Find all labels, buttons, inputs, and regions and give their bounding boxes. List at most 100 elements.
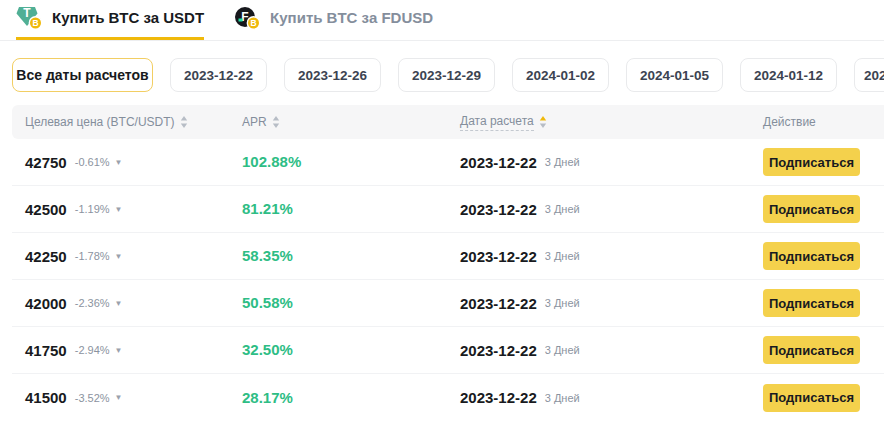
target-price-value: 41750: [25, 342, 67, 359]
duration-label: 3 Дней: [545, 250, 580, 262]
target-price-value: 42000: [25, 295, 67, 312]
table-row: 42000 -2.36% ▼ 50.58% 2023-12-22 3 Дней …: [12, 280, 884, 327]
subscribe-button[interactable]: Подписаться: [763, 242, 860, 270]
price-change-percent: -2.36%: [75, 297, 110, 309]
table-row: 41500 -3.52% ▼ 28.17% 2023-12-22 3 Дней …: [12, 374, 884, 421]
filter-date-button[interactable]: 2024-01-02: [512, 58, 609, 92]
table-header-row: Целевая цена (BTC/USDT) APR Дата расчета…: [12, 105, 884, 139]
price-change-percent: -1.19%: [75, 203, 110, 215]
tab-buy-btc-usdt[interactable]: T B Купить BTC за USDT: [16, 0, 204, 40]
apr-value: 28.17%: [242, 389, 293, 406]
duration-label: 3 Дней: [545, 297, 580, 309]
price-change-percent: -1.78%: [75, 250, 110, 262]
action-cell: Подписаться: [763, 289, 884, 317]
date-filter-list: Все даты расчетов 2023-12-22 2023-12-26 20…: [12, 58, 884, 92]
filter-date-button[interactable]: 2024-01-12: [740, 58, 837, 92]
settlement-date-cell: 2023-12-22 3 Дней: [460, 295, 763, 312]
filter-date-button[interactable]: 2023-12-22: [170, 58, 267, 92]
target-price-cell[interactable]: 41500 -3.52% ▼: [25, 389, 242, 406]
action-cell: Подписаться: [763, 148, 884, 176]
table-row: 41750 -2.94% ▼ 32.50% 2023-12-22 3 Дней …: [12, 327, 884, 374]
apr-cell: 50.58%: [242, 294, 460, 312]
sort-icon-active-asc[interactable]: [539, 116, 547, 128]
filter-date-button[interactable]: 202: [854, 58, 884, 92]
column-header-settlement-date[interactable]: Дата расчета: [460, 114, 763, 131]
apr-cell: 28.17%: [242, 389, 460, 407]
column-header-target-price[interactable]: Целевая цена (BTC/USDT): [25, 115, 242, 129]
apr-value: 102.88%: [242, 153, 301, 170]
target-price-cell[interactable]: 41750 -2.94% ▼: [25, 342, 242, 359]
subscribe-button[interactable]: Подписаться: [763, 289, 860, 317]
usdt-btc-icon: T B: [16, 6, 43, 30]
subscribe-button[interactable]: Подписаться: [763, 384, 860, 412]
action-cell: Подписаться: [763, 336, 884, 364]
action-cell: Подписаться: [763, 195, 884, 223]
chevron-down-icon[interactable]: ▼: [115, 205, 123, 214]
target-price-value: 41500: [25, 389, 67, 406]
duration-label: 3 Дней: [545, 156, 580, 168]
target-price-cell[interactable]: 42750 -0.61% ▼: [25, 154, 242, 171]
settlement-date-value: 2023-12-22: [460, 342, 537, 359]
filter-date-button[interactable]: 2023-12-26: [284, 58, 381, 92]
settlement-date-value: 2023-12-22: [460, 201, 537, 218]
settlement-date-cell: 2023-12-22 3 Дней: [460, 154, 763, 171]
tab-label: Купить BTC за USDT: [52, 9, 204, 26]
target-price-value: 42250: [25, 248, 67, 265]
chevron-down-icon[interactable]: ▼: [115, 393, 123, 402]
apr-cell: 58.35%: [242, 247, 460, 265]
table-row: 42750 -0.61% ▼ 102.88% 2023-12-22 3 Дней…: [12, 139, 884, 186]
target-price-cell[interactable]: 42250 -1.78% ▼: [25, 248, 242, 265]
subscribe-button[interactable]: Подписаться: [763, 336, 860, 364]
chevron-down-icon[interactable]: ▼: [115, 346, 123, 355]
product-tabbar: T B Купить BTC за USDT F B Купить BTC за…: [0, 0, 884, 41]
settlement-date-cell: 2023-12-22 3 Дней: [460, 389, 763, 406]
apr-value: 50.58%: [242, 294, 293, 311]
target-price-value: 42750: [25, 154, 67, 171]
settlement-date-value: 2023-12-22: [460, 295, 537, 312]
table-row: 42250 -1.78% ▼ 58.35% 2023-12-22 3 Дней …: [12, 233, 884, 280]
price-change-percent: -2.94%: [75, 344, 110, 356]
subscribe-button[interactable]: Подписаться: [763, 148, 860, 176]
apr-value: 81.21%: [242, 200, 293, 217]
filter-date-button[interactable]: 2023-12-29: [398, 58, 495, 92]
settlement-date-cell: 2023-12-22 3 Дней: [460, 248, 763, 265]
apr-cell: 32.50%: [242, 341, 460, 359]
action-cell: Подписаться: [763, 242, 884, 270]
svg-text:T: T: [23, 6, 31, 20]
duration-label: 3 Дней: [545, 344, 580, 356]
price-change-percent: -0.61%: [75, 156, 110, 168]
settlement-date-value: 2023-12-22: [460, 248, 537, 265]
settlement-date-cell: 2023-12-22 3 Дней: [460, 342, 763, 359]
chevron-down-icon[interactable]: ▼: [115, 158, 123, 167]
filter-all-dates-button[interactable]: Все даты расчетов: [12, 58, 153, 92]
target-price-value: 42500: [25, 201, 67, 218]
filter-date-button[interactable]: 2024-01-05: [626, 58, 723, 92]
fdusd-btc-icon: F B: [234, 6, 261, 30]
duration-label: 3 Дней: [545, 392, 580, 404]
tab-label: Купить BTC за FDUSD: [270, 9, 433, 26]
subscribe-button[interactable]: Подписаться: [763, 195, 860, 223]
settlement-date-value: 2023-12-22: [460, 389, 537, 406]
price-change-percent: -3.52%: [75, 392, 110, 404]
apr-value: 58.35%: [242, 247, 293, 264]
svg-text:B: B: [251, 18, 257, 28]
chevron-down-icon[interactable]: ▼: [115, 299, 123, 308]
apr-value: 32.50%: [242, 341, 293, 358]
column-header-apr[interactable]: APR: [242, 115, 460, 129]
target-price-cell[interactable]: 42500 -1.19% ▼: [25, 201, 242, 218]
target-price-cell[interactable]: 42000 -2.36% ▼: [25, 295, 242, 312]
dual-investment-table: Целевая цена (BTC/USDT) APR Дата расчета…: [12, 105, 884, 421]
chevron-down-icon[interactable]: ▼: [115, 252, 123, 261]
table-row: 42500 -1.19% ▼ 81.21% 2023-12-22 3 Дней …: [12, 186, 884, 233]
action-cell: Подписаться: [763, 384, 884, 412]
apr-cell: 102.88%: [242, 153, 460, 171]
table-body: 42750 -0.61% ▼ 102.88% 2023-12-22 3 Дней…: [12, 139, 884, 421]
sort-icon[interactable]: [272, 116, 280, 128]
duration-label: 3 Дней: [545, 203, 580, 215]
column-header-action: Действие: [763, 115, 884, 129]
tab-buy-btc-fdusd[interactable]: F B Купить BTC за FDUSD: [234, 0, 433, 40]
settlement-date-cell: 2023-12-22 3 Дней: [460, 201, 763, 218]
sort-icon[interactable]: [180, 116, 188, 128]
svg-text:B: B: [32, 18, 38, 28]
apr-cell: 81.21%: [242, 200, 460, 218]
